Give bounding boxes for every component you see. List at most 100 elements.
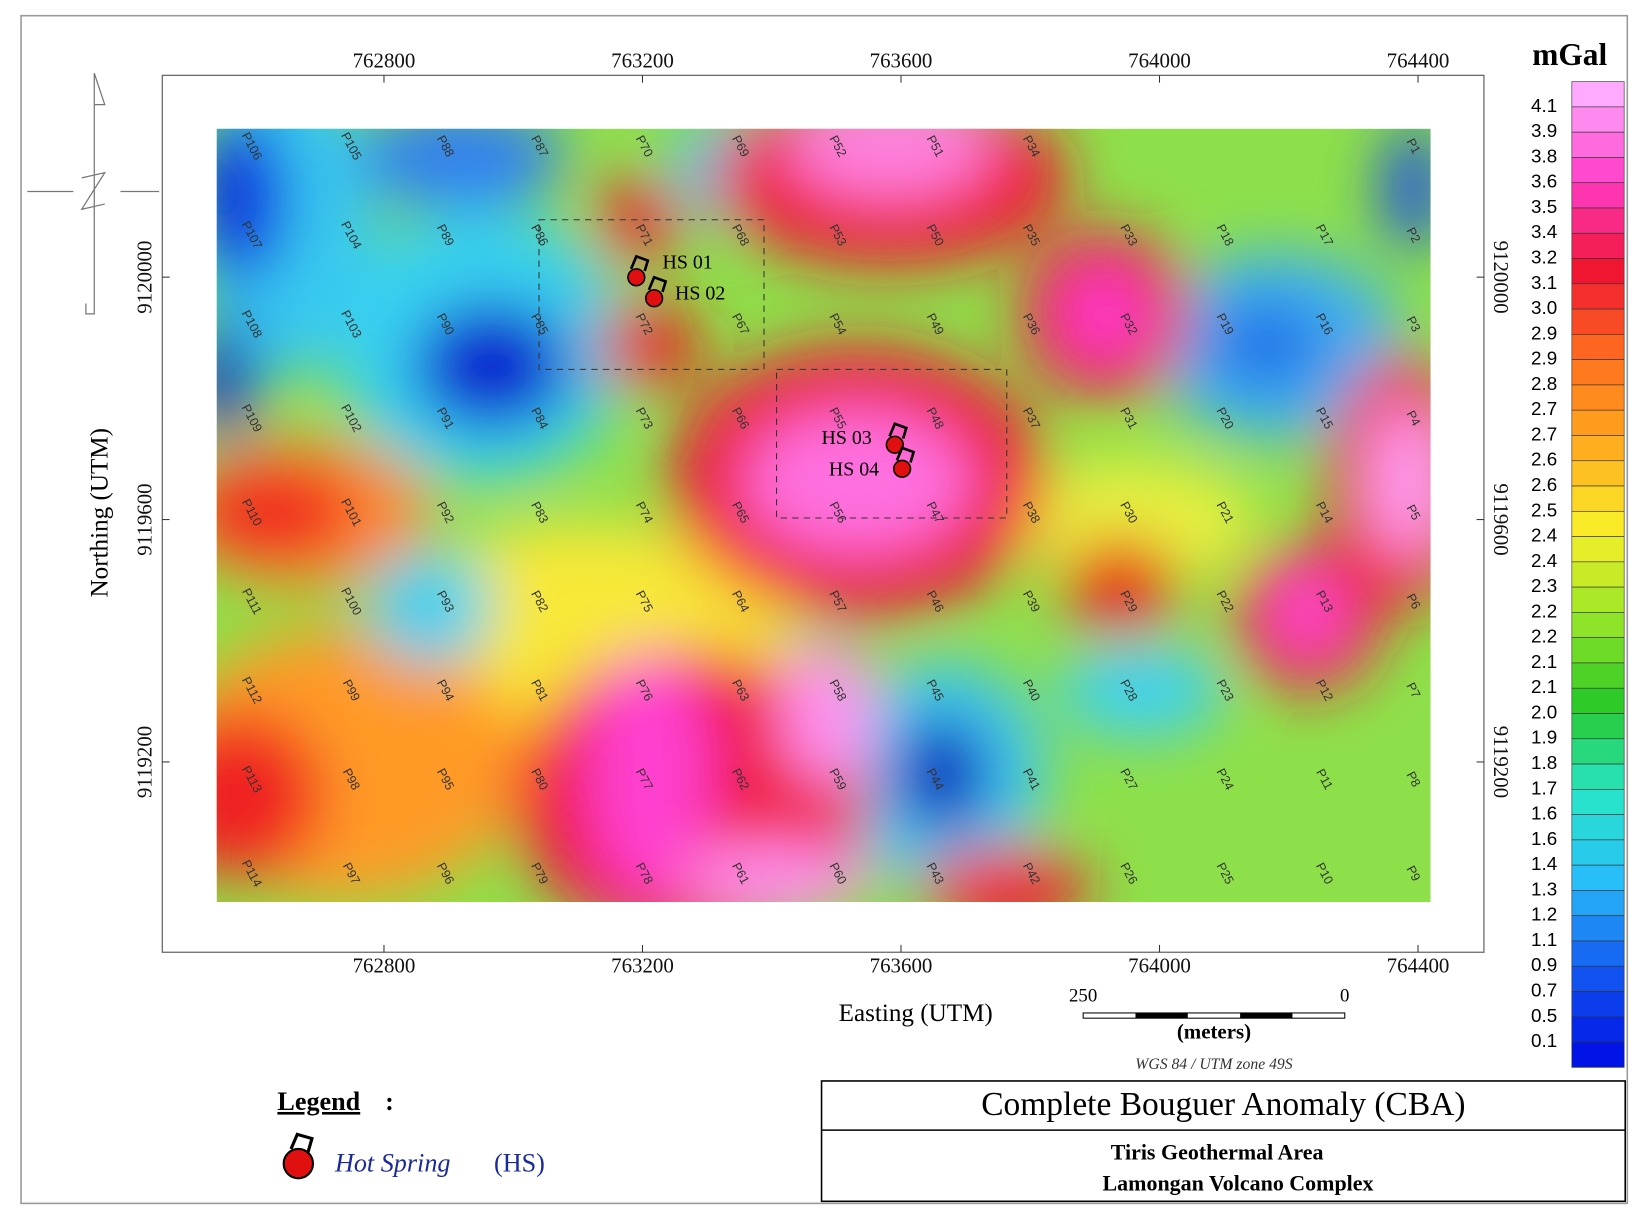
station-label: P1 [1404, 136, 1424, 156]
colorbar-band [1571, 308, 1625, 335]
colorbar-band [1571, 890, 1625, 917]
colorbar-band [1571, 258, 1625, 285]
colorbar-band [1571, 738, 1625, 765]
hot-spring-marker [627, 268, 646, 287]
legend-symbol-hook [289, 1132, 314, 1154]
colorbar-band [1571, 182, 1625, 209]
y-tick-label: 9120000 [1489, 241, 1513, 314]
figure-title: Complete Bouguer Anomaly (CBA) [981, 1086, 1465, 1123]
colorbar-label: 2.7 [1531, 423, 1557, 444]
colorbar-label: 2.3 [1531, 575, 1557, 596]
hot-spring-label: HS 01 [662, 251, 712, 273]
scale-unit: (meters) [1177, 1020, 1251, 1044]
area-line: Tiris Geothermal Area [1111, 1139, 1324, 1164]
colorbar-label: 2.6 [1531, 474, 1557, 495]
colorbar-label: 1.8 [1531, 752, 1557, 773]
colorbar-band [1571, 763, 1625, 790]
projection: WGS 84 / UTM zone 49S [1135, 1056, 1292, 1073]
anomaly-field [216, 128, 1431, 903]
colorbar-label: 2.9 [1531, 322, 1557, 343]
area-line: Lamongan Volcano Complex [1103, 1171, 1374, 1196]
colorbar-label: 2.4 [1531, 550, 1557, 571]
y-tick-label: 9119200 [1489, 726, 1513, 798]
y-tick-label: 9119600 [132, 483, 156, 555]
colorbar-band [1571, 207, 1625, 234]
colorbar-label: 3.1 [1531, 272, 1557, 293]
colorbar-band [1571, 157, 1625, 184]
colorbar-label: 1.2 [1531, 904, 1557, 925]
x-tick-label: 764400 [1387, 49, 1450, 73]
legend-symbol [282, 1147, 315, 1180]
colorbar-band [1571, 713, 1625, 740]
unit-label: mGal [1532, 37, 1607, 72]
station-label: P2 [1404, 225, 1424, 245]
colorbar-band [1571, 839, 1625, 866]
colorbar-label: 2.8 [1531, 373, 1557, 394]
colorbar-label: 1.3 [1531, 878, 1557, 899]
station-label: P5 [1404, 502, 1424, 522]
station-label: P4 [1404, 408, 1424, 428]
hot-spring-hook [629, 254, 650, 272]
colorbar-band [1571, 586, 1625, 613]
legend-abbr: (HS) [494, 1149, 545, 1178]
north-arrow [27, 73, 160, 315]
station-label: P3 [1404, 314, 1424, 334]
legend-title: Legend [277, 1087, 360, 1116]
hot-spring-hook [888, 422, 908, 439]
hot-spring-marker [885, 435, 904, 454]
legend-colon: : [385, 1087, 394, 1116]
outer-border [20, 14, 1629, 1205]
colorbar-label: 2.2 [1531, 600, 1557, 621]
colorbar-label: 4.1 [1531, 95, 1557, 116]
colorbar-band [1571, 510, 1625, 537]
colorbar-label: 1.7 [1531, 777, 1557, 798]
hot-spring-label: HS 03 [822, 427, 872, 449]
colorbar-band [1571, 384, 1625, 411]
colorbar-band [1571, 485, 1625, 512]
x-tick-label: 763600 [870, 49, 933, 73]
station-label: P6 [1404, 591, 1424, 611]
colorbar-band [1571, 965, 1625, 992]
colorbar-band [1571, 334, 1625, 360]
colorbar-band [1571, 409, 1625, 436]
scale-bar: 250 0 (meters) WGS 84 / UTM zone 49S [1069, 986, 1349, 1073]
colorbar-label: 3.4 [1531, 221, 1557, 242]
colorbar-label: 2.5 [1531, 499, 1557, 520]
colorbar-band [1571, 637, 1625, 664]
x-tick-label: 764400 [1387, 954, 1450, 978]
colorbar-band [1571, 940, 1625, 967]
x-tick-label: 762800 [353, 954, 416, 978]
colorbar-label: 2.4 [1531, 525, 1557, 546]
station-label: P7 [1404, 680, 1424, 700]
scale-left: 250 [1069, 986, 1097, 1007]
colorbar-label: 2.6 [1531, 449, 1557, 470]
colorbar-label: 3.5 [1531, 196, 1557, 217]
colorbar-band [1571, 864, 1625, 891]
colorbar-band [1571, 612, 1625, 638]
colorbar-band [1571, 561, 1625, 588]
colorbar-band [1571, 283, 1625, 310]
x-tick-label: 763600 [870, 954, 933, 978]
hot-spring-label: HS 02 [675, 283, 725, 305]
x-axis-title: Easting (UTM) [839, 1000, 993, 1027]
colorbar-label: 2.1 [1531, 676, 1557, 697]
colorbar-band [1571, 435, 1625, 462]
colorbar-label: 2.1 [1531, 651, 1557, 672]
hot-spring-hook [895, 446, 916, 463]
colorbar-label: 1.6 [1531, 803, 1557, 824]
colorbar-label: 0.5 [1531, 1005, 1557, 1026]
x-tick-label: 763200 [611, 954, 674, 978]
y-tick-label: 9119200 [132, 726, 156, 798]
colorbar-band [1571, 1041, 1625, 1068]
colorbar-band [1571, 359, 1625, 386]
colorbar-label: 1.4 [1531, 853, 1557, 874]
scale-right: 0 [1340, 986, 1349, 1007]
y-tick-label: 9119600 [1489, 483, 1513, 555]
colorbar-label: 0.7 [1531, 980, 1557, 1001]
x-tick-label: 762800 [353, 49, 416, 73]
colorbar-band [1571, 536, 1625, 563]
station-label: P8 [1404, 769, 1424, 789]
colorbar-label: 1.1 [1531, 929, 1557, 950]
x-tick-label: 764000 [1128, 49, 1191, 73]
colorbar-band [1571, 915, 1625, 942]
